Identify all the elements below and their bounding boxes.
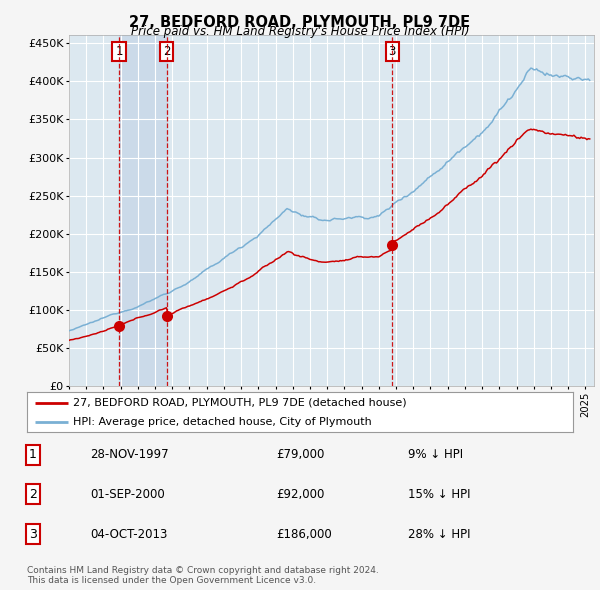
Text: 2: 2 (163, 45, 170, 58)
Text: HPI: Average price, detached house, City of Plymouth: HPI: Average price, detached house, City… (73, 417, 372, 427)
Text: 3: 3 (389, 45, 396, 58)
Text: 9% ↓ HPI: 9% ↓ HPI (408, 448, 463, 461)
Text: £79,000: £79,000 (276, 448, 325, 461)
Text: 04-OCT-2013: 04-OCT-2013 (90, 527, 167, 541)
Text: £92,000: £92,000 (276, 487, 325, 501)
Text: 28% ↓ HPI: 28% ↓ HPI (408, 527, 470, 541)
Text: 01-SEP-2000: 01-SEP-2000 (90, 487, 165, 501)
Text: 1: 1 (29, 448, 37, 461)
Text: 2: 2 (29, 487, 37, 501)
Text: Price paid vs. HM Land Registry's House Price Index (HPI): Price paid vs. HM Land Registry's House … (131, 25, 469, 38)
Text: 27, BEDFORD ROAD, PLYMOUTH, PL9 7DE (detached house): 27, BEDFORD ROAD, PLYMOUTH, PL9 7DE (det… (73, 398, 407, 408)
Text: 27, BEDFORD ROAD, PLYMOUTH, PL9 7DE: 27, BEDFORD ROAD, PLYMOUTH, PL9 7DE (130, 15, 470, 30)
Text: Contains HM Land Registry data © Crown copyright and database right 2024.
This d: Contains HM Land Registry data © Crown c… (27, 566, 379, 585)
Text: £186,000: £186,000 (276, 527, 332, 541)
Bar (119, 35, 167, 386)
Text: 15% ↓ HPI: 15% ↓ HPI (408, 487, 470, 501)
Text: 1: 1 (115, 45, 123, 58)
Text: 3: 3 (29, 527, 37, 541)
Text: 28-NOV-1997: 28-NOV-1997 (90, 448, 169, 461)
